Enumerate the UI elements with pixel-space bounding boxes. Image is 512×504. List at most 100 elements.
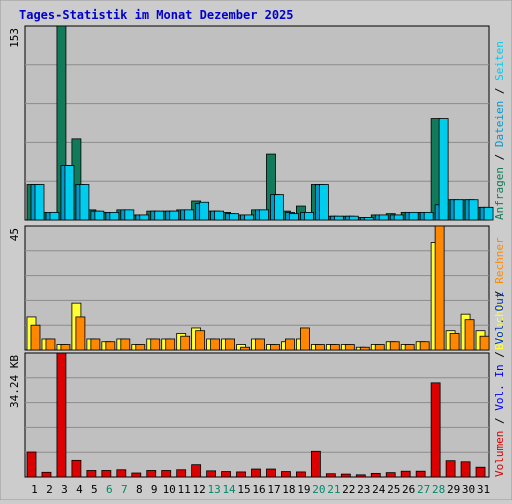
bar-rechner-day-10 — [165, 338, 176, 351]
bar-volumen-day-12 — [191, 464, 202, 478]
x-tick-day-15: 15 — [237, 483, 250, 496]
x-tick-day-11: 11 — [178, 483, 191, 496]
bar-seiten-day-19 — [304, 211, 314, 221]
x-tick-day-12: 12 — [193, 483, 206, 496]
bar-rechner-day-1 — [30, 324, 41, 351]
bar-seiten-day-16 — [259, 209, 269, 221]
bar-rechner-day-16 — [255, 338, 265, 351]
bar-seiten-day-24 — [378, 214, 389, 221]
bar-seiten-day-12 — [199, 201, 210, 221]
y-max-label: 34.24 KB — [8, 355, 21, 408]
bar-seiten-day-15 — [244, 214, 254, 221]
bar-rechner-day-27 — [419, 341, 430, 351]
bar-rechner-day-26 — [404, 344, 415, 351]
bar-rechner-day-12 — [195, 330, 206, 351]
plot-area — [24, 352, 490, 478]
bar-seiten-day-10 — [169, 210, 180, 221]
bar-volumen-day-6 — [101, 470, 112, 478]
x-tick-day-4: 4 — [76, 483, 83, 496]
x-tick-day-5: 5 — [91, 483, 98, 496]
x-tick-day-7: 7 — [121, 483, 128, 496]
y-max-label: 45 — [8, 228, 21, 241]
bar-volumen-day-23 — [355, 474, 366, 478]
right-axis-legend: Besuche / Rechner — [493, 237, 506, 350]
x-tick-day-21: 21 — [327, 483, 340, 496]
bar-seiten-day-2 — [49, 211, 60, 221]
bar-volumen-day-25 — [385, 472, 396, 478]
legend-anfragen: Anfragen — [493, 167, 506, 220]
x-tick-day-3: 3 — [61, 483, 68, 496]
legend-separator: / — [493, 147, 506, 167]
bar-volumen-day-14 — [221, 471, 231, 478]
bar-rechner-day-18 — [285, 338, 295, 351]
bar-seiten-day-22 — [348, 215, 359, 221]
bar-rechner-day-8 — [135, 344, 146, 351]
bar-rechner-day-4 — [75, 316, 86, 351]
bar-volumen-day-1 — [26, 451, 37, 478]
x-tick-day-31: 31 — [477, 483, 490, 496]
x-tick-day-30: 30 — [462, 483, 475, 496]
legend-vol-in: Vol. In — [493, 364, 506, 410]
bar-rechner-day-15 — [240, 346, 250, 351]
plot-area — [24, 225, 490, 351]
x-tick-day-14: 14 — [222, 483, 236, 496]
x-tick-day-6: 6 — [106, 483, 113, 496]
x-tick-day-24: 24 — [372, 483, 386, 496]
x-tick-day-8: 8 — [136, 483, 143, 496]
legend-separator: / — [493, 81, 506, 101]
panel-top: 153 Anfragen / Dateien / Seiten — [8, 25, 506, 221]
bar-volumen-day-13 — [206, 470, 217, 478]
bar-seiten-day-31 — [483, 206, 494, 221]
bar-seiten-day-13 — [214, 210, 225, 221]
bar-volumen-day-30 — [460, 461, 471, 478]
bar-volumen-day-27 — [415, 470, 426, 478]
bar-rechner-day-23 — [359, 346, 370, 351]
bar-rechner-day-22 — [344, 344, 355, 351]
bar-seiten-day-17 — [274, 194, 284, 221]
right-axis-legend: Volumen / Vol. In / Vol. Out — [493, 292, 506, 477]
bar-volumen-day-2 — [41, 471, 52, 478]
chart-title: Tages-Statistik im Monat Dezember 2025 — [19, 8, 294, 22]
x-tick-day-1: 1 — [31, 483, 38, 496]
bar-seiten-day-7 — [124, 209, 135, 221]
x-tick-day-2: 2 — [46, 483, 53, 496]
bar-seiten-day-27 — [423, 211, 434, 221]
bar-rechner-day-31 — [479, 335, 490, 351]
bar-seiten-day-21 — [333, 215, 344, 221]
legend-separator: / — [493, 345, 506, 365]
legend-volumen: Volumen — [493, 431, 506, 477]
bar-volumen-day-10 — [161, 470, 172, 478]
x-tick-day-9: 9 — [151, 483, 158, 496]
bar-seiten-day-3 — [64, 165, 75, 221]
bar-rechner-day-11 — [180, 335, 191, 351]
bar-seiten-day-25 — [393, 214, 404, 221]
bar-volumen-day-4 — [71, 459, 82, 478]
bar-seiten-day-26 — [408, 211, 419, 221]
bar-volumen-day-29 — [445, 460, 456, 478]
bar-rechner-day-6 — [105, 341, 116, 351]
bar-volumen-day-31 — [475, 466, 486, 478]
bar-rechner-day-19 — [300, 327, 310, 351]
bar-seiten-day-9 — [154, 210, 165, 221]
x-tick-day-27: 27 — [417, 483, 430, 496]
x-tick-day-28: 28 — [432, 483, 445, 496]
bar-rechner-day-9 — [150, 338, 161, 351]
bar-volumen-day-26 — [400, 470, 411, 478]
bar-rechner-day-17 — [270, 344, 280, 351]
legend-besuche: Besuche — [493, 304, 506, 350]
bar-seiten-day-5 — [94, 210, 105, 221]
x-tick-day-25: 25 — [387, 483, 400, 496]
x-tick-day-22: 22 — [342, 483, 355, 496]
x-tick-day-10: 10 — [163, 483, 176, 496]
bar-volumen-day-3 — [56, 352, 67, 478]
bar-rechner-day-7 — [120, 338, 131, 351]
x-tick-day-20: 20 — [312, 483, 325, 496]
bar-seiten-day-11 — [184, 209, 195, 221]
bar-seiten-day-6 — [109, 211, 120, 221]
bar-volumen-day-17 — [266, 468, 276, 478]
plot-area — [24, 25, 490, 221]
bar-volumen-day-5 — [86, 470, 97, 478]
bar-rechner-day-28 — [434, 225, 445, 351]
bar-volumen-day-11 — [176, 469, 187, 478]
